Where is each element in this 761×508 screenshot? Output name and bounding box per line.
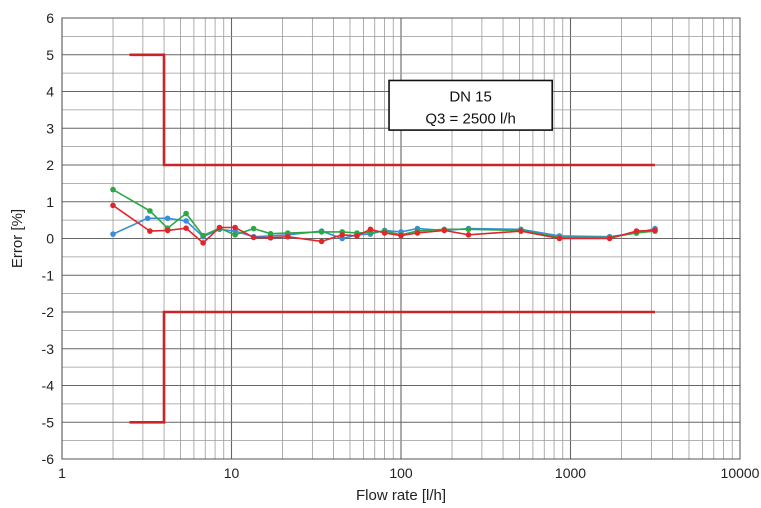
series-2-point	[147, 208, 153, 214]
y-tick-label: -1	[42, 267, 55, 283]
series-3-point	[147, 228, 153, 234]
y-tick-label: 1	[46, 194, 54, 210]
series-1-point	[110, 231, 116, 237]
series-2-point	[110, 186, 116, 193]
series-2-point	[267, 230, 274, 237]
series-2-point	[232, 232, 238, 238]
series-1-line	[112, 217, 656, 240]
series-3-point	[398, 232, 404, 239]
series-3-point	[318, 238, 325, 245]
annotation-line-2: Q3 = 2500 l/h	[425, 110, 515, 127]
series-3-point	[367, 226, 374, 233]
series-3-point	[232, 224, 238, 231]
y-tick-label: -3	[42, 341, 55, 357]
series-3-point	[285, 233, 291, 240]
y-tick-label: -6	[42, 451, 55, 467]
y-tick-label: -2	[42, 304, 55, 320]
limit-line-upper	[129, 53, 655, 167]
plot-frame	[61, 17, 741, 460]
x-axis-label: Flow rate [l/h]	[356, 487, 446, 504]
limit-line-lower	[129, 310, 655, 424]
series-3-point	[164, 227, 171, 234]
error-limit-lines	[129, 53, 655, 424]
series-3-point	[250, 234, 257, 241]
series-3-line	[112, 204, 656, 244]
series-3-point	[518, 228, 524, 234]
series-2-point	[318, 229, 325, 235]
y-tick-label: 5	[46, 47, 54, 63]
data-series-group	[110, 186, 658, 246]
series-3-point	[606, 235, 613, 242]
series-2-point	[183, 210, 189, 217]
y-tick-label: 4	[46, 84, 54, 100]
series-3-point	[465, 232, 472, 238]
series-3-point	[200, 240, 206, 246]
annotation-frame	[388, 79, 554, 131]
y-tick-label: 0	[46, 231, 54, 247]
annotation-box: DN 15 Q3 = 2500 l/h	[388, 79, 554, 131]
series-2-point	[465, 226, 472, 233]
x-tick-label: 10000	[721, 465, 760, 481]
series-3-point	[267, 235, 274, 241]
x-tick-labels: 1 10 100 1000 10000	[58, 465, 760, 481]
y-axis-label: Error [%]	[9, 209, 26, 268]
series-1-point	[144, 215, 151, 222]
series-1-point	[164, 215, 171, 222]
series-3-point	[652, 227, 658, 234]
series-2-point	[250, 225, 257, 232]
series-1-point	[183, 218, 189, 224]
x-tick-label: 1	[58, 465, 66, 481]
series-2-point	[200, 232, 206, 239]
series-3-point	[339, 232, 346, 238]
series-3-point	[110, 202, 116, 209]
series-3-point	[381, 230, 388, 236]
series-3-point	[216, 224, 223, 231]
y-tick-label: 2	[46, 157, 54, 173]
y-tick-label: 6	[46, 10, 54, 26]
annotation-line-1: DN 15	[449, 88, 492, 105]
series-3-point	[183, 225, 189, 231]
series-3-point	[354, 233, 360, 239]
x-tick-label: 1000	[555, 465, 586, 481]
x-tick-label: 10	[224, 465, 240, 481]
y-tick-label: -4	[42, 378, 55, 394]
series-3	[110, 202, 658, 246]
series-3-point	[441, 227, 448, 234]
y-tick-label: 3	[46, 120, 54, 136]
series-3-point	[556, 235, 563, 242]
series-3-point	[633, 228, 640, 234]
x-tick-label: 100	[389, 465, 413, 481]
y-tick-label: -5	[42, 414, 55, 430]
series-3-point	[414, 230, 421, 236]
y-tick-labels: -6 -5 -4 -3 -2 -1 0 1 2 3 4 5 6	[42, 10, 55, 467]
